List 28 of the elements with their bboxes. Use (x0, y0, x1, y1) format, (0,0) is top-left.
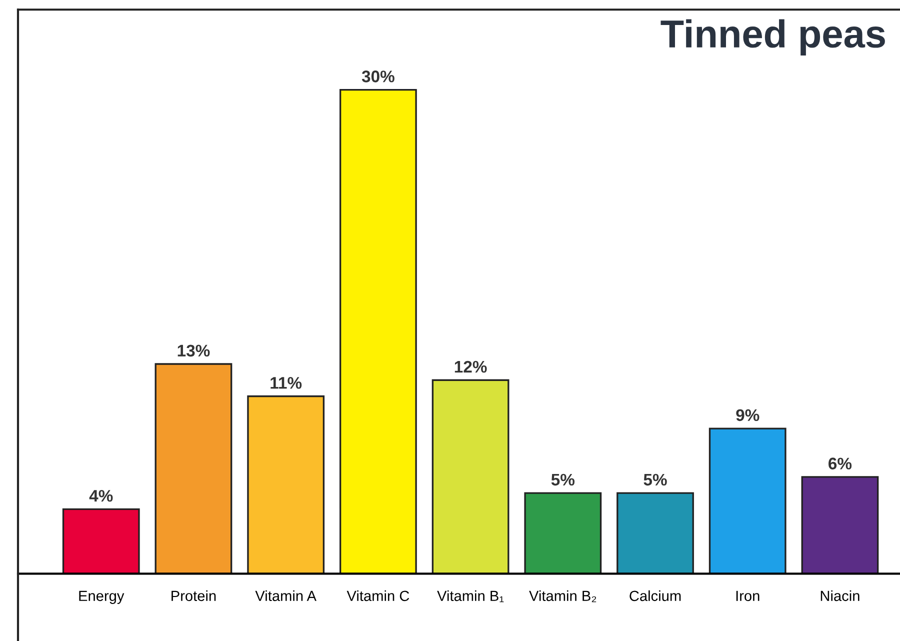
data-label: 5% (551, 474, 575, 486)
x-tick-label: Vitamin B₂ (529, 590, 596, 602)
x-tick-label: Energy (79, 590, 124, 604)
x-tick-label: Niacin (820, 590, 860, 602)
bar (339, 88, 417, 574)
data-label: 5% (644, 474, 667, 486)
bar (154, 363, 232, 574)
x-tick-label: Calcium (630, 590, 681, 602)
x-tick-label: Protein (172, 590, 216, 602)
x-tick-label: Vitamin B₁ (437, 590, 504, 602)
bar (247, 395, 325, 574)
bar (801, 476, 879, 574)
bar (432, 379, 510, 574)
data-label: 13% (178, 344, 210, 357)
bar (616, 492, 694, 574)
bar (524, 492, 602, 574)
bar (708, 428, 786, 574)
x-tick-label: Vitamin A (255, 590, 316, 602)
bar (62, 508, 140, 574)
data-label: 6% (828, 458, 852, 470)
data-label: 4% (89, 490, 113, 502)
data-label: 11% (270, 377, 302, 389)
chart-title: Tinned peas (660, 19, 885, 56)
data-label: 9% (736, 409, 760, 422)
data-label: 30% (362, 70, 394, 82)
data-label: 12% (454, 360, 487, 373)
x-tick-label: Vitamin C (346, 590, 410, 602)
x-tick-label: Iron (736, 590, 760, 602)
